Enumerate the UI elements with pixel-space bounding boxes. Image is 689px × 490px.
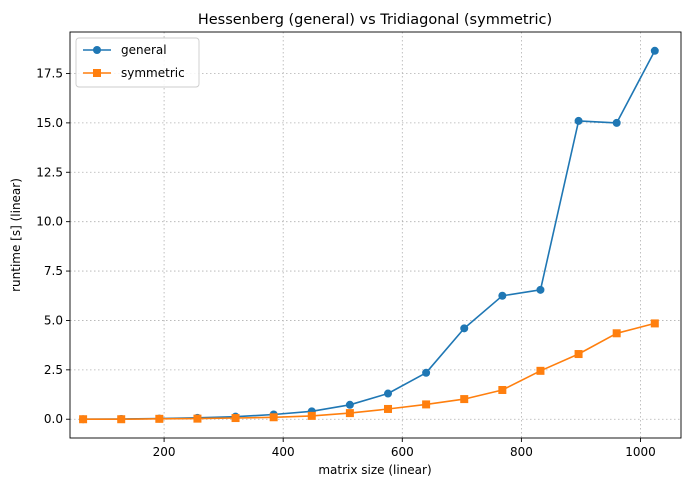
- y-tick-label: 2.5: [44, 363, 63, 377]
- data-point-symmetric: [117, 415, 126, 424]
- data-point-symmetric: [193, 414, 202, 423]
- series-line-general: [83, 50, 656, 421]
- series-general: [79, 46, 659, 424]
- data-point-symmetric: [460, 395, 469, 404]
- data-point-general: [422, 368, 431, 377]
- x-tick-label: 800: [510, 445, 533, 459]
- data-point-symmetric: [155, 414, 164, 423]
- legend-label: symmetric: [121, 66, 185, 80]
- data-point-symmetric: [422, 400, 431, 409]
- y-tick-label: 10.0: [36, 215, 63, 229]
- data-point-symmetric: [307, 411, 316, 420]
- grid: [70, 32, 681, 438]
- y-tick-label: 0.0: [44, 412, 63, 426]
- data-point-general: [345, 400, 354, 409]
- x-tick-label: 600: [391, 445, 414, 459]
- x-tick-label: 200: [153, 445, 176, 459]
- data-point-symmetric: [498, 385, 507, 394]
- data-point-general: [460, 324, 469, 333]
- series-symmetric: [79, 319, 659, 424]
- legend-entry-general: general: [83, 43, 167, 57]
- plot-series: [79, 46, 659, 424]
- y-tick-label: 15.0: [36, 116, 63, 130]
- data-point-general: [498, 291, 507, 300]
- y-axis-ticks: 0.0 2.5 5.0 7.5 10.0 12.5 15.0 17.5: [36, 66, 70, 426]
- chart-title: Hessenberg (general) vs Tridiagonal (sym…: [198, 12, 552, 28]
- data-point-general: [650, 46, 659, 55]
- legend-label: general: [121, 43, 167, 57]
- data-point-symmetric: [269, 413, 278, 422]
- x-tick-label: 400: [272, 445, 295, 459]
- y-tick-label: 7.5: [44, 264, 63, 278]
- x-axis-ticks: 200 400 600 800 1000: [153, 438, 656, 459]
- data-point-symmetric: [384, 404, 393, 413]
- x-tick-label: 1000: [625, 445, 656, 459]
- plot-frame: [69, 31, 682, 439]
- legend-marker: [93, 69, 101, 77]
- data-point-symmetric: [574, 350, 583, 359]
- data-point-symmetric: [536, 366, 545, 375]
- data-point-symmetric: [650, 319, 659, 328]
- data-point-symmetric: [345, 409, 354, 418]
- data-point-symmetric: [231, 414, 240, 423]
- data-point-general: [384, 389, 393, 398]
- y-tick-label: 5.0: [44, 313, 63, 327]
- y-tick-label: 17.5: [36, 66, 63, 80]
- data-point-general: [574, 116, 583, 125]
- data-point-general: [612, 118, 621, 127]
- legend-entry-symmetric: symmetric: [83, 66, 185, 80]
- series-line-symmetric: [83, 322, 656, 421]
- y-axis-label: runtime [s] (linear): [9, 178, 23, 292]
- data-point-symmetric: [612, 329, 621, 338]
- legend: general symmetric: [75, 37, 200, 88]
- y-tick-label: 12.5: [36, 165, 63, 179]
- legend-marker: [93, 46, 101, 54]
- data-point-general: [536, 285, 545, 294]
- data-point-symmetric: [79, 415, 88, 424]
- x-axis-label: matrix size (linear): [318, 463, 431, 477]
